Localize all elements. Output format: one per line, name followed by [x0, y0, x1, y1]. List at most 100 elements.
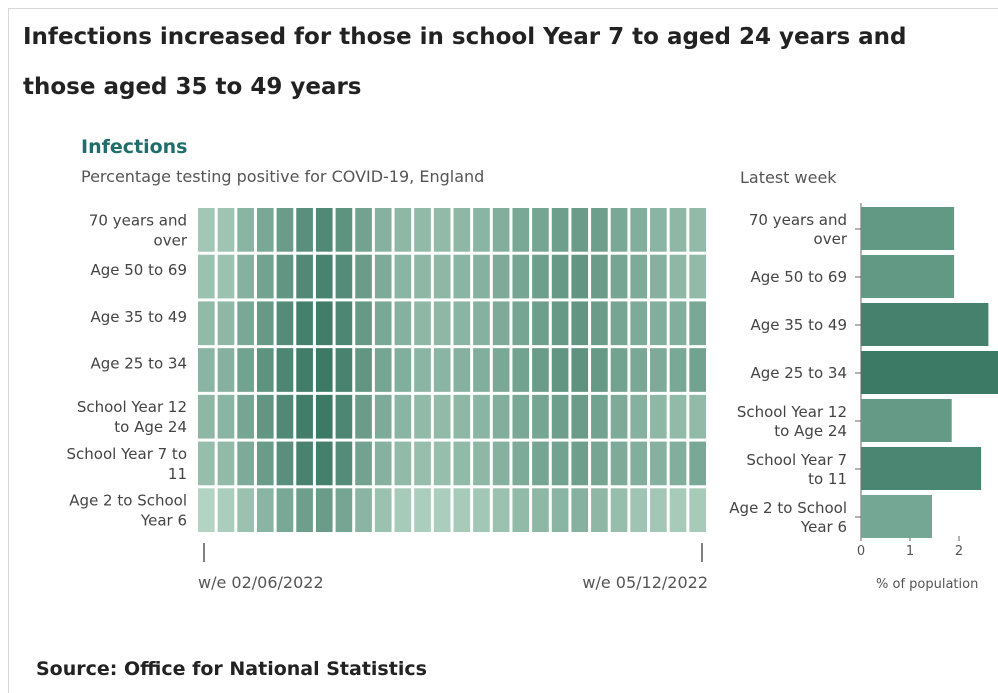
heatmap-cell: [433, 394, 451, 439]
bar: [861, 399, 952, 442]
heatmap-cell: [492, 348, 510, 392]
heatmap-cell: [610, 254, 628, 299]
heatmap-cell: [610, 394, 628, 439]
heatmap-cell: [571, 301, 589, 346]
heatmap-title: Infections: [81, 136, 188, 158]
heatmap-cell: [591, 254, 608, 299]
heatmap-cell: [433, 488, 451, 532]
heatmap-row-label: 70 years and over: [89, 211, 188, 249]
x-tick-label: w/e 02/06/2022: [198, 573, 324, 592]
heatmap-cell: [492, 208, 510, 252]
heatmap-cells: [198, 208, 706, 532]
heatmap-cell: [630, 441, 648, 486]
heatmap-cell: [689, 208, 706, 252]
heatmap-cell: [335, 488, 353, 532]
heatmap-cell: [335, 394, 353, 439]
heatmap-cell: [335, 348, 353, 392]
heatmap-cell: [335, 254, 353, 299]
heatmap-cell: [650, 394, 667, 439]
heatmap-cell: [512, 208, 530, 252]
heatmap-cell: [433, 208, 451, 252]
heatmap-cell: [276, 348, 294, 392]
heatmap-cell: [630, 301, 648, 346]
heatmap-cell: [198, 348, 215, 392]
heatmap-cell: [355, 348, 372, 392]
heatmap-cell: [473, 254, 490, 299]
heatmap-cell: [650, 488, 667, 532]
heatmap-cell: [512, 441, 530, 486]
heatmap-cell: [571, 348, 589, 392]
heatmap-cell: [276, 488, 294, 532]
heatmap-cell: [315, 348, 333, 392]
heatmap-row-label: Age 50 to 69: [90, 261, 187, 279]
heatmap-cell: [296, 488, 313, 532]
heatmap-cell: [296, 441, 313, 486]
heatmap-cell: [532, 394, 549, 439]
heatmap-cell: [591, 348, 608, 392]
heatmap-cell: [315, 394, 333, 439]
heatmap-cell: [453, 301, 471, 346]
bar: [861, 495, 932, 538]
heatmap-cell: [453, 254, 471, 299]
heatmap-cell: [296, 394, 313, 439]
heatmap-cell: [374, 301, 392, 346]
heatmap-cell: [198, 394, 215, 439]
heatmap-cell: [374, 441, 392, 486]
heatmap-cell: [473, 301, 490, 346]
heatmap-cell: [532, 488, 549, 532]
heatmap-cell: [512, 301, 530, 346]
heatmap-cell: [394, 301, 412, 346]
heatmap-cell: [414, 394, 431, 439]
heatmap-cell: [355, 394, 372, 439]
heatmap-cell: [335, 208, 353, 252]
heatmap-cell: [630, 394, 648, 439]
heatmap-cell: [198, 301, 215, 346]
heatmap-cell: [591, 441, 608, 486]
heatmap-cell: [512, 488, 530, 532]
heatmap-cell: [669, 394, 687, 439]
heatmap-row-label: School Year 12 to Age 24: [77, 398, 187, 436]
heatmap-cell: [217, 254, 235, 299]
heatmap-cell: [374, 488, 392, 532]
heatmap-cell: [433, 348, 451, 392]
bar: [861, 255, 955, 298]
heatmap-cell: [492, 301, 510, 346]
heatmap-cell: [198, 488, 215, 532]
bar-category-label: Age 25 to 34: [750, 364, 847, 382]
heatmap-cell: [394, 441, 412, 486]
heatmap-cell: [256, 301, 274, 346]
heatmap-cell: [453, 441, 471, 486]
heatmap-cell: [374, 394, 392, 439]
bar: [861, 207, 955, 250]
heatmap-cell: [551, 488, 569, 532]
heatmap-cell: [551, 348, 569, 392]
chart-card: [8, 8, 998, 693]
heatmap-cell: [669, 348, 687, 392]
bar: [861, 303, 989, 346]
heatmap-cell: [414, 208, 431, 252]
heatmap-cell: [532, 254, 549, 299]
heatmap-cell: [335, 301, 353, 346]
heatmap-cell: [374, 208, 392, 252]
heatmap-cell: [217, 394, 235, 439]
heatmap-cell: [571, 394, 589, 439]
bar-x-tick-label: 2: [955, 544, 963, 559]
heatmap-cell: [414, 254, 431, 299]
heatmap-cell: [276, 301, 294, 346]
heatmap-cell: [492, 394, 510, 439]
heatmap-cell: [256, 208, 274, 252]
heatmap-cell: [492, 488, 510, 532]
heatmap-cell: [610, 208, 628, 252]
heatmap-cell: [689, 441, 706, 486]
heatmap-cell: [256, 254, 274, 299]
heatmap-cell: [237, 301, 254, 346]
heatmap-row-label: Age 2 to School Year 6: [69, 492, 187, 530]
heatmap-cell: [630, 254, 648, 299]
heatmap-cell: [473, 488, 490, 532]
heatmap-cell: [414, 348, 431, 392]
heatmap-cell: [512, 348, 530, 392]
heatmap-cell: [473, 394, 490, 439]
heatmap-cell: [473, 348, 490, 392]
heatmap-row-label: Age 25 to 34: [90, 355, 187, 373]
